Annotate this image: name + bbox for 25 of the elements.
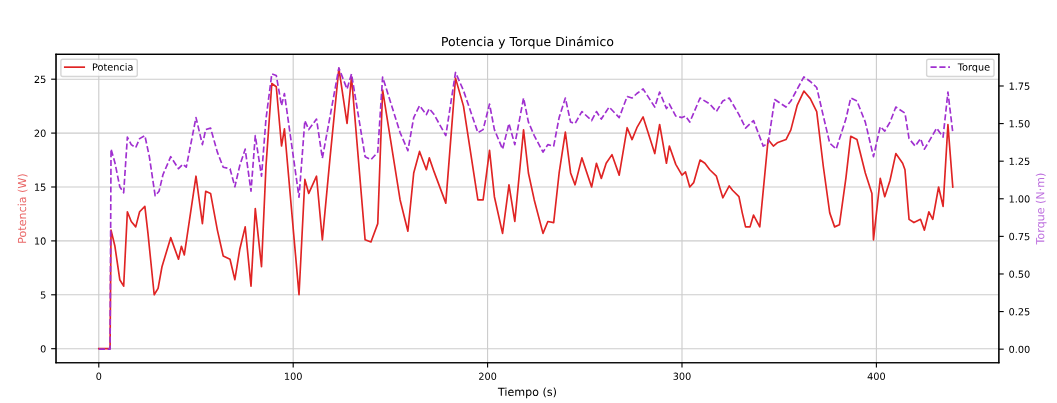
x-tick-label: 0 bbox=[96, 372, 102, 380]
y-tick-label: 15 bbox=[35, 183, 46, 191]
y-tick-label: 0 bbox=[40, 345, 46, 353]
x-tick-label: 400 bbox=[867, 372, 886, 380]
y-tick-label: 25 bbox=[34, 75, 46, 84]
y2-tick-label: 1.50 bbox=[1009, 120, 1030, 128]
y2-tick-label: 1.75 bbox=[1009, 82, 1030, 90]
y-axis-title: Potencia (W) bbox=[17, 174, 28, 243]
x-axis-title: Tiempo (s) bbox=[497, 387, 556, 399]
x-tick-label: 200 bbox=[479, 372, 497, 380]
y2-tick-label: 1.25 bbox=[1009, 157, 1030, 166]
y2-tick-label: 0.75 bbox=[1009, 232, 1030, 241]
y2-tick-label: 0.50 bbox=[1009, 270, 1030, 278]
y2-axis-title: Torque (N·m) bbox=[1035, 173, 1047, 245]
y-tick-label: 10 bbox=[35, 237, 46, 245]
y2-tick-label: 0.25 bbox=[1009, 308, 1030, 316]
x-tick-label: 300 bbox=[673, 372, 691, 380]
legend-label: Potencia bbox=[92, 63, 133, 71]
chart-title: Potencia y Torque Dinámico bbox=[442, 36, 614, 49]
y-tick-label: 5 bbox=[40, 291, 46, 299]
y2-tick-label: 0.00 bbox=[1009, 345, 1030, 353]
y-tick-label: 20 bbox=[34, 129, 46, 137]
legend-label: Torque bbox=[957, 63, 990, 73]
y2-tick-label: 1.00 bbox=[1009, 195, 1030, 203]
x-tick-label: 100 bbox=[284, 372, 302, 380]
